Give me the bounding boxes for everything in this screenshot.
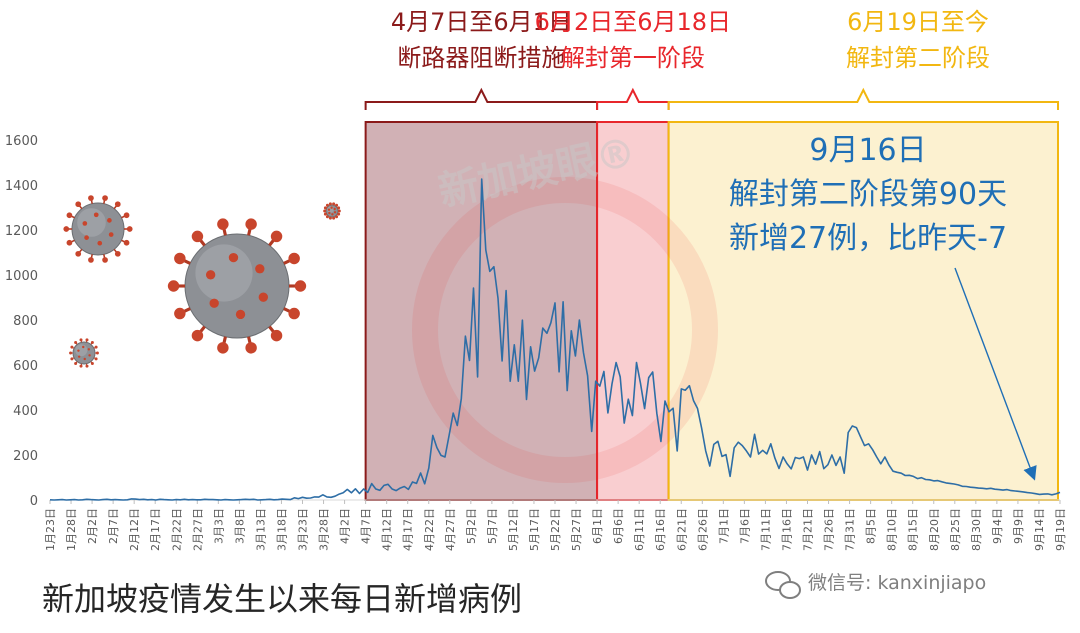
annotation-new-cases: 新增27例，比昨天-7 <box>729 221 1007 256</box>
x-tick-label: 3月8日 <box>233 508 246 544</box>
x-tick-label: 4月7日 <box>360 508 373 544</box>
x-tick-label: 1月28日 <box>65 508 78 551</box>
y-tick-label: 1600 <box>5 134 38 149</box>
virus-image <box>167 218 307 354</box>
x-tick-label: 2月27日 <box>191 508 204 551</box>
x-tick-label: 7月26日 <box>823 508 836 551</box>
y-tick-label: 1000 <box>5 269 38 284</box>
x-tick-label: 3月13日 <box>254 508 267 551</box>
x-tick-label: 3月28日 <box>318 508 331 551</box>
y-tick-label: 0 <box>30 494 38 509</box>
virus-image <box>69 338 99 368</box>
x-tick-label: 6月1日 <box>591 508 604 544</box>
x-tick-label: 4月27日 <box>444 508 457 551</box>
x-tick-label: 7月11日 <box>759 508 772 551</box>
phase-bracket <box>596 87 670 110</box>
x-tick-label: 5月27日 <box>570 508 583 551</box>
x-tick-label: 2月22日 <box>170 508 183 551</box>
annotation-arrow <box>954 267 1037 481</box>
x-tick-label: 8月20日 <box>928 508 941 551</box>
x-tick-label: 3月23日 <box>297 508 310 551</box>
x-tick-label: 6月11日 <box>633 508 646 551</box>
x-tick-label: 7月6日 <box>738 508 751 544</box>
x-tick-label: 2月12日 <box>128 508 141 551</box>
x-tick-label: 4月17日 <box>402 508 415 551</box>
phase-2-region <box>596 121 670 501</box>
x-tick-label: 7月31日 <box>844 508 857 551</box>
y-tick-label: 400 <box>13 404 38 419</box>
x-tick-label: 8月10日 <box>886 508 899 551</box>
x-tick-label: 7月1日 <box>717 508 730 544</box>
phase-bracket <box>667 87 1059 110</box>
wechat-id: 微信号: kanxinjiapo <box>808 572 986 594</box>
x-tick-label: 9月9日 <box>1012 508 1025 544</box>
series-line <box>49 178 1061 501</box>
phase-subtitle: 解封第二阶段 <box>846 44 990 72</box>
chart-title: 新加坡疫情发生以来每日新增病例 <box>42 580 522 618</box>
x-tick-label: 6月26日 <box>696 508 709 551</box>
x-tick-label: 5月12日 <box>507 508 520 551</box>
x-tick-label: 2月7日 <box>107 508 120 544</box>
x-tick-label: 9月19日 <box>1054 508 1067 551</box>
phase-subtitle: 断路器阻断措施 <box>397 44 565 72</box>
phase-title: 4月7日至6月1日 <box>391 8 572 36</box>
watermark-logo <box>412 177 718 483</box>
x-tick-label: 6月16日 <box>654 508 667 551</box>
x-tick-label: 5月17日 <box>528 508 541 551</box>
annotation-phase-day: 解封第二阶段第90天 <box>729 177 1007 212</box>
annotation-date: 9月16日 <box>809 133 926 168</box>
phase-subtitle: 解封第一阶段 <box>561 44 705 72</box>
x-tick-label: 8月30日 <box>970 508 983 551</box>
x-tick-label: 2月17日 <box>149 508 162 551</box>
x-tick-label: 7月16日 <box>780 508 793 551</box>
x-tick-label: 4月2日 <box>339 508 352 544</box>
x-tick-label: 4月22日 <box>423 508 436 551</box>
y-tick-label: 200 <box>13 449 38 464</box>
x-tick-label: 6月21日 <box>675 508 688 551</box>
x-tick-label: 8月25日 <box>949 508 962 551</box>
phase-title: 6月19日至今 <box>847 8 989 36</box>
y-tick-label: 600 <box>13 359 38 374</box>
x-tick-label: 4月12日 <box>381 508 394 551</box>
virus-image <box>323 202 341 220</box>
x-tick-label: 2月2日 <box>86 508 99 544</box>
y-tick-label: 1400 <box>5 179 38 194</box>
x-tick-label: 3月18日 <box>275 508 288 551</box>
x-tick-label: 6月6日 <box>612 508 625 544</box>
x-tick-label: 9月14日 <box>1033 508 1046 551</box>
x-tick-label: 8月15日 <box>907 508 920 551</box>
virus-image <box>63 195 133 263</box>
x-tick-label: 3月3日 <box>212 508 225 544</box>
x-tick-label: 5月7日 <box>486 508 499 544</box>
wechat-icon <box>765 571 801 599</box>
x-tick-label: 7月21日 <box>802 508 815 551</box>
phase-bracket <box>364 87 599 110</box>
y-tick-label: 800 <box>13 314 38 329</box>
x-tick-label: 1月23日 <box>44 508 57 551</box>
x-tick-label: 5月22日 <box>549 508 562 551</box>
x-tick-label: 8月5日 <box>865 508 878 544</box>
y-tick-label: 1200 <box>5 224 38 239</box>
x-tick-label: 5月2日 <box>465 508 478 544</box>
phase-3-region <box>667 121 1059 501</box>
phase-title: 6月2日至6月18日 <box>535 8 731 36</box>
x-tick-label: 9月4日 <box>991 508 1004 544</box>
